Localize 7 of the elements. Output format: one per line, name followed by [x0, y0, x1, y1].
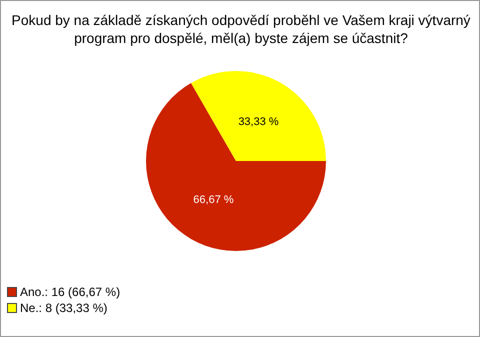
pie-slice — [191, 71, 326, 161]
legend-label: Ne.: 8 (33,33 %) — [20, 301, 108, 315]
chart-title: Pokud by na základě získaných odpovědí proběhl ve Vašem kraji výtvarný program pro dospělé, měl(a) byste zájem se účastnit? — [11, 11, 471, 47]
data-label: 66,67 % — [193, 194, 234, 206]
pie-slice — [146, 83, 326, 251]
data-label: 33,33 % — [238, 116, 279, 128]
legend-label: Ano.: 16 (66,67 %) — [20, 285, 120, 299]
